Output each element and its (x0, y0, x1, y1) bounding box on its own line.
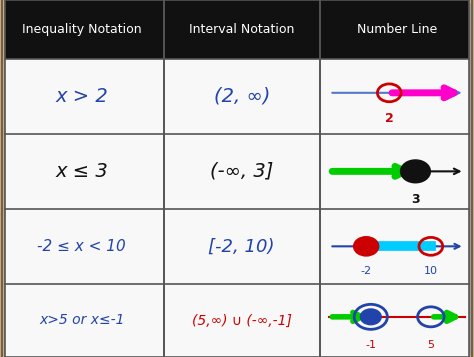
Text: (5,∞) ∪ (-∞,-1]: (5,∞) ∪ (-∞,-1] (192, 313, 292, 327)
Bar (5, 134, 469, 209)
Text: Interval Notation: Interval Notation (189, 23, 294, 36)
Text: 10: 10 (424, 266, 438, 276)
Circle shape (360, 309, 381, 325)
Circle shape (354, 237, 378, 255)
Text: -2 ≤ x < 10: -2 ≤ x < 10 (37, 239, 126, 254)
Text: [-2, 10): [-2, 10) (209, 237, 275, 255)
Text: -1: -1 (365, 340, 376, 350)
Text: -2: -2 (361, 266, 372, 276)
Text: Inequality Notation: Inequality Notation (22, 23, 142, 36)
Text: Number Line: Number Line (357, 23, 437, 36)
Bar (5, 0, 469, 59)
Text: 2: 2 (385, 112, 393, 125)
Bar (5, 209, 469, 284)
Text: x ≤ 3: x ≤ 3 (55, 162, 108, 181)
Text: 5: 5 (428, 340, 434, 350)
Text: (-∞, 3]: (-∞, 3] (210, 162, 273, 181)
Bar (5, 59, 469, 134)
Text: (2, ∞): (2, ∞) (214, 87, 270, 106)
Circle shape (401, 161, 429, 182)
Text: x > 2: x > 2 (55, 87, 108, 106)
Text: 3: 3 (411, 193, 420, 206)
Text: x>5 or x≤-1: x>5 or x≤-1 (39, 313, 125, 327)
Bar (5, 284, 469, 357)
